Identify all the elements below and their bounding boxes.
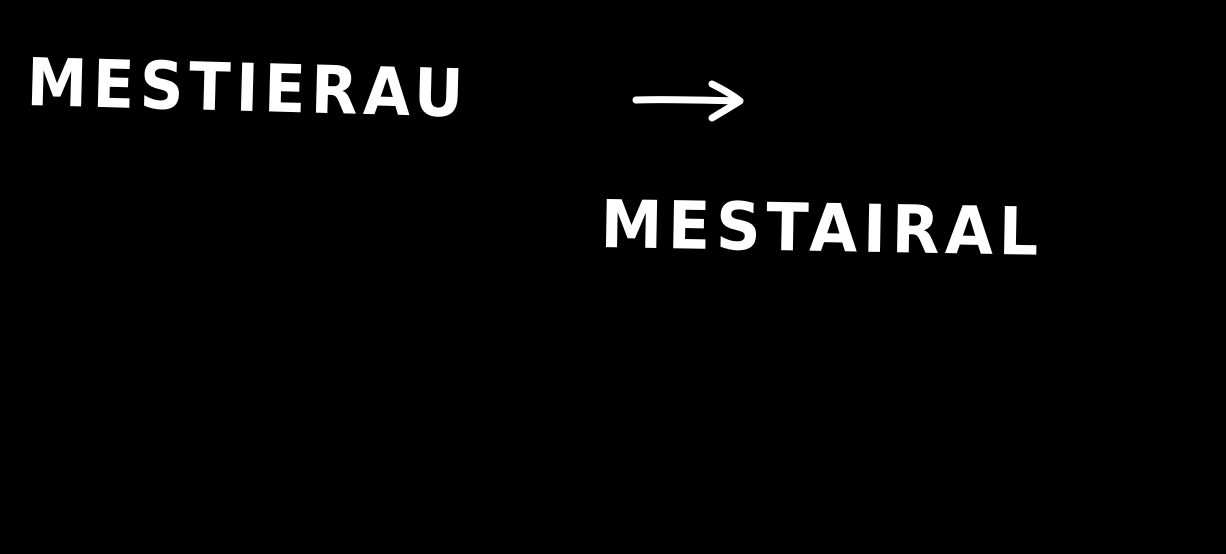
source-word: MESTIERAU (25, 44, 470, 133)
target-word: MESTAIRAL (599, 186, 1045, 271)
right-arrow-icon (632, 80, 744, 122)
